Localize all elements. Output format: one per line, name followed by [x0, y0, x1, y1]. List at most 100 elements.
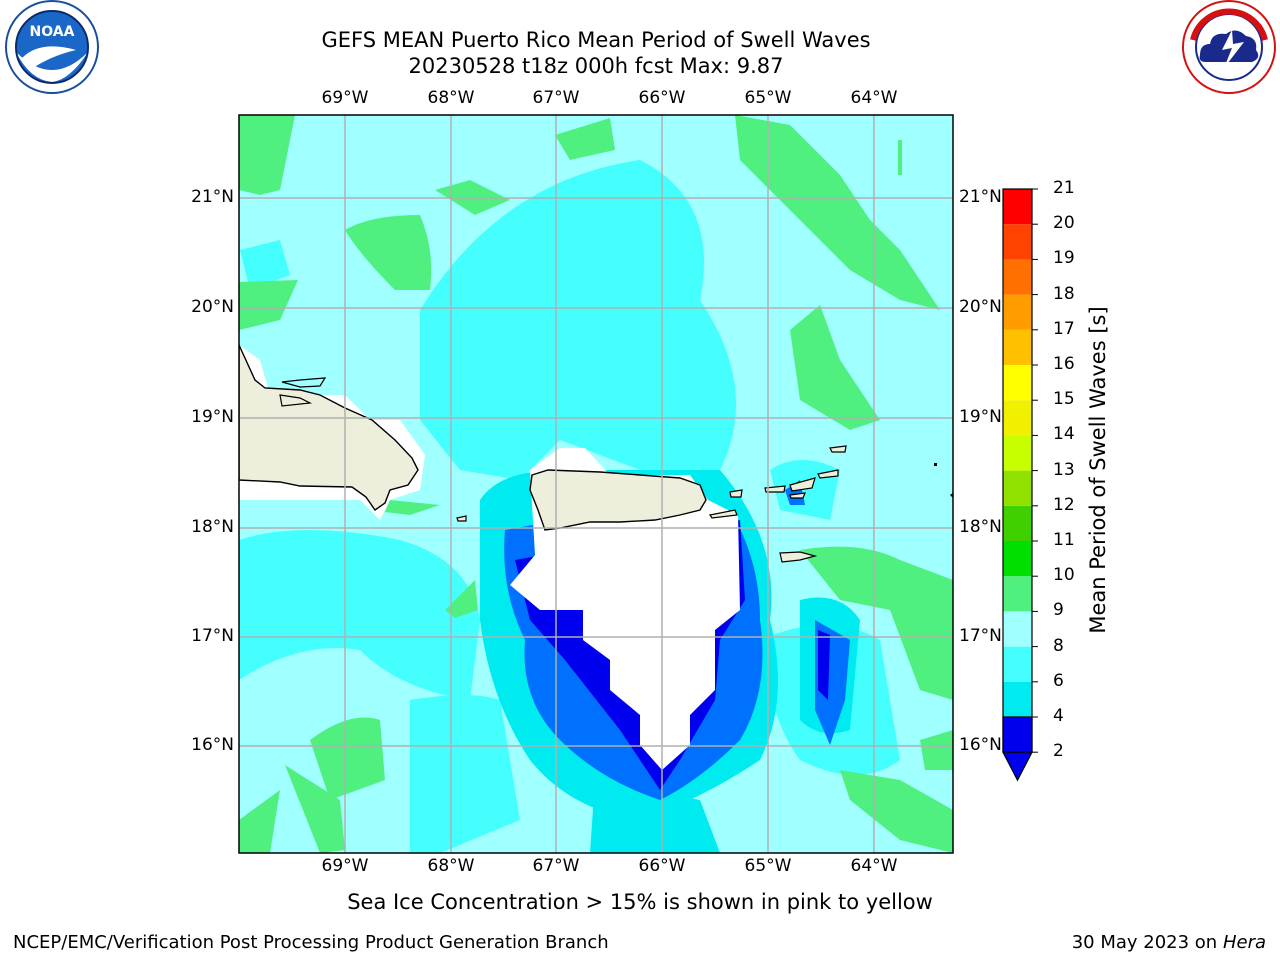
- field-6-8: [420, 160, 736, 480]
- lat-label-right: 20°N: [959, 297, 1002, 317]
- colorbar-tick-label: 6: [1053, 670, 1064, 691]
- colorbar-segment: [1003, 541, 1032, 577]
- colorbar-tick-label: 18: [1053, 283, 1075, 304]
- lon-label-bottom: 68°W: [427, 856, 475, 876]
- lon-label-top: 64°W: [850, 88, 898, 108]
- lon-label-top: 67°W: [532, 88, 580, 108]
- colorbar-segment: [1003, 646, 1032, 682]
- field-9-10: [239, 280, 298, 330]
- field-6-8: [410, 695, 520, 853]
- coast-islet: [281, 377, 327, 388]
- noaa-logo: NOAA: [5, 0, 99, 94]
- colorbar: [1002, 188, 1038, 782]
- lon-label-bottom: 65°W: [744, 856, 792, 876]
- field-9-10: [239, 115, 295, 195]
- land-tortuga: [279, 394, 313, 407]
- colorbar-tick-label: 10: [1053, 565, 1075, 586]
- lon-label-top: 66°W: [638, 88, 686, 108]
- lon-label-top: 65°W: [744, 88, 792, 108]
- colorbar-tick-label: 2: [1053, 741, 1064, 762]
- colorbar-tick-label: 4: [1053, 706, 1064, 726]
- colorbar-title: Mean Period of Swell Waves [s]: [1086, 306, 1110, 634]
- colorbar-tick-label: 20: [1053, 213, 1075, 234]
- field-4-6: [590, 780, 720, 853]
- field-9-10: [385, 500, 440, 515]
- colorbar-segment: [1003, 294, 1032, 330]
- chart-subtitle: 20230528 t18z 000h fcst Max: 9.87: [408, 54, 784, 78]
- field-9-10: [285, 765, 345, 853]
- lat-label-left: 17°N: [191, 626, 234, 646]
- lon-label-top: 69°W: [321, 88, 369, 108]
- footer-credit: NCEP/EMC/Verification Post Processing Pr…: [13, 932, 609, 953]
- land-hispaniola: [239, 344, 419, 511]
- colorbar-tick-label: 8: [1053, 635, 1064, 656]
- field-9-10: [898, 140, 902, 175]
- lat-label-left: 16°N: [191, 735, 234, 755]
- land-st-croix: [779, 551, 818, 563]
- field-6-8: [239, 530, 480, 700]
- nws-logo: [1182, 0, 1276, 94]
- colorbar-tick-label: 17: [1053, 318, 1075, 339]
- colorbar-extension: [1002, 716, 1033, 782]
- field-9-10: [239, 790, 280, 853]
- land-vieques: [709, 509, 738, 519]
- field-9-10: [345, 215, 432, 290]
- lon-label-bottom: 67°W: [532, 856, 580, 876]
- colorbar-tick-label: 12: [1053, 494, 1075, 515]
- noaa-logo-text: NOAA: [30, 24, 75, 40]
- colorbar-segment: [1003, 365, 1032, 401]
- lon-label-bottom: 66°W: [638, 856, 686, 876]
- footer-date-text: 30 May 2023 on: [1071, 932, 1218, 953]
- colorbar-tick-label: 9: [1053, 600, 1064, 621]
- land-anegada: [829, 445, 847, 453]
- lat-label-right: 16°N: [959, 735, 1002, 755]
- field-9-10: [800, 546, 953, 700]
- sea-ice-note: Sea Ice Concentration > 15% is shown in …: [347, 890, 933, 914]
- field-9-10: [445, 580, 478, 618]
- lat-label-right: 18°N: [959, 517, 1002, 537]
- lat-label-left: 19°N: [191, 407, 234, 427]
- chart-title: GEFS MEAN Puerto Rico Mean Period of Swe…: [321, 28, 871, 52]
- map-field: [239, 115, 953, 853]
- colorbar-segment: [1003, 329, 1032, 365]
- colorbar-tick-label: 15: [1053, 389, 1075, 410]
- lon-label-bottom: 64°W: [850, 856, 898, 876]
- field-9-10: [920, 730, 953, 770]
- colorbar-segment: [1003, 576, 1032, 612]
- colorbar-segment: [1003, 505, 1032, 541]
- lat-label-left: 18°N: [191, 517, 234, 537]
- land-st-john: [789, 477, 816, 492]
- map-frame: [238, 114, 954, 854]
- land-sombrero: [934, 463, 937, 466]
- colorbar-tick-label: 14: [1053, 424, 1075, 445]
- land-culebra: [729, 489, 743, 498]
- colorbar-segment: [1003, 611, 1032, 647]
- map-gridlines: [239, 115, 953, 853]
- lon-label-top: 68°W: [427, 88, 475, 108]
- field-9-10: [840, 770, 953, 853]
- colorbar-segment: [1003, 224, 1032, 260]
- colorbar-tick-label: 16: [1053, 354, 1075, 374]
- land-st-thomas: [764, 485, 786, 493]
- colorbar-tick-label: 13: [1053, 459, 1075, 480]
- colorbar-segment: [1003, 189, 1032, 225]
- field-9-10: [735, 115, 940, 310]
- colorbar-tick-label: 21: [1053, 178, 1075, 198]
- field-6-8: [240, 240, 290, 290]
- lat-label-left: 21°N: [191, 187, 234, 207]
- lat-label-left: 20°N: [191, 297, 234, 317]
- colorbar-segment: [1003, 681, 1032, 717]
- land-mona: [456, 515, 467, 522]
- colorbar-segment: [1003, 470, 1032, 506]
- colorbar-tick-label: 11: [1053, 530, 1075, 550]
- footer-host: Hera: [1222, 932, 1266, 953]
- lat-label-right: 19°N: [959, 407, 1002, 427]
- lon-label-bottom: 69°W: [321, 856, 369, 876]
- field-9-10: [790, 305, 880, 430]
- land-tortola: [789, 492, 806, 499]
- footer-date: 30 May 2023 on Hera: [1072, 932, 1266, 953]
- lat-label-right: 17°N: [959, 626, 1002, 646]
- field-9-10: [310, 717, 385, 800]
- colorbar-segment: [1003, 435, 1032, 471]
